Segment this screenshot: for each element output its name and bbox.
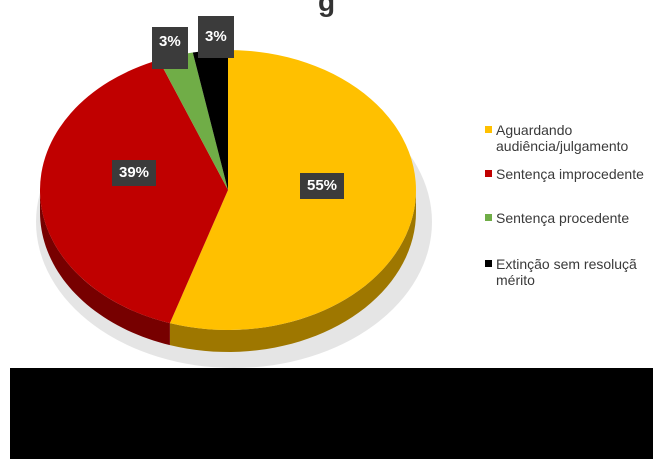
pie-slice-3 — [192, 50, 228, 190]
pie-slice-0 — [169, 50, 416, 331]
data-label-aguardando: 55% — [300, 173, 345, 199]
chart-area: g 55% 39% 3% 3% Aguardando audiência/jul… — [36, 0, 644, 368]
chart-title-fragment: g — [318, 0, 336, 17]
data-label-procedente: 3% — [152, 27, 188, 69]
data-label-improcedente: 39% — [112, 160, 157, 186]
pie-chart — [36, 50, 432, 368]
pie-slice-side-0 — [169, 190, 416, 352]
pie-slice-side-1 — [40, 190, 170, 346]
legend-swatch — [485, 170, 492, 177]
legend-label: Aguardando audiência/julgamento — [496, 122, 629, 154]
legend-label: Sentença improcedente — [496, 166, 644, 182]
black-overlay-bar — [10, 368, 653, 459]
legend-swatch — [485, 260, 492, 267]
pie-slice-2 — [158, 52, 228, 191]
legend-swatch — [485, 126, 492, 133]
data-label-extincao: 3% — [198, 16, 234, 58]
legend-item-improcedente: Sentença improcedente — [485, 166, 644, 182]
legend-label: Extinção sem resoluçã mérito — [496, 256, 637, 288]
legend-item-extincao: Extinção sem resoluçã mérito — [485, 256, 637, 288]
legend-item-procedente: Sentença procedente — [485, 210, 629, 226]
pie-slice-1 — [39, 59, 228, 324]
legend-label: Sentença procedente — [496, 210, 630, 226]
legend-swatch — [485, 214, 492, 221]
legend-item-aguardando: Aguardando audiência/julgamento — [485, 122, 628, 154]
